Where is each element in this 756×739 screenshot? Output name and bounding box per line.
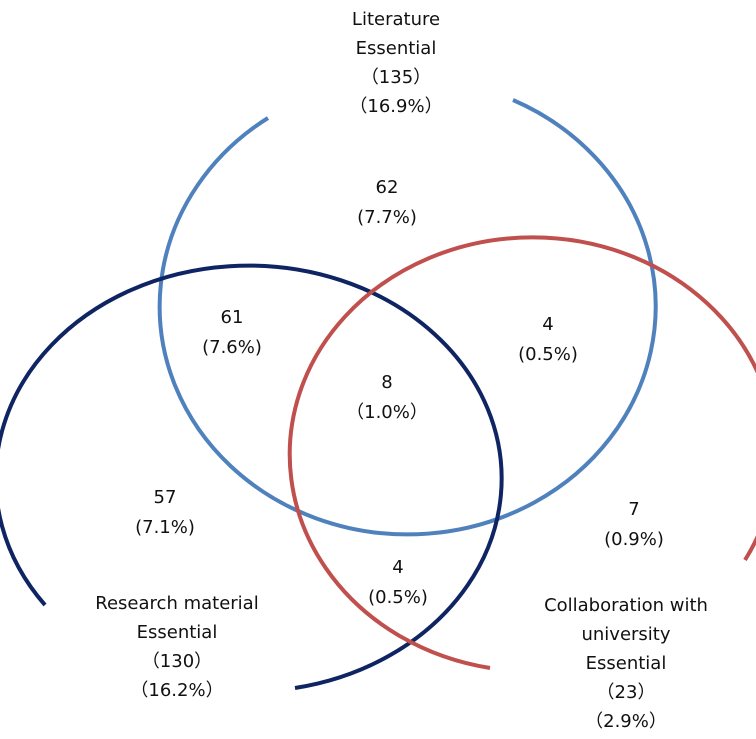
set-label: （16.2%） <box>130 680 223 701</box>
set-label: （135） <box>361 67 431 88</box>
collaboration-circle <box>287 235 756 670</box>
region-percent: (7.6%) <box>202 337 262 358</box>
set-label: Essential <box>586 653 667 674</box>
region-count: 57 <box>154 487 177 508</box>
set-label: university <box>581 624 670 645</box>
set-label: Essential <box>356 38 437 59</box>
region-count: 7 <box>628 499 639 520</box>
region-count: 4 <box>392 557 403 578</box>
literature-circle <box>157 98 658 537</box>
region-percent: （1.0%） <box>346 402 428 423</box>
set-label: （2.9%） <box>585 711 667 732</box>
set-label: Collaboration with <box>544 595 708 616</box>
labels: Literature Essential （135） （16.9%） Research … <box>95 9 708 732</box>
region-count: 62 <box>376 177 399 198</box>
research-circle <box>0 263 504 690</box>
region-count: 61 <box>221 307 244 328</box>
region-percent: (0.9%) <box>604 529 664 550</box>
region-count: 8 <box>381 372 392 393</box>
region-percent: (0.5%) <box>368 587 428 608</box>
set-label: Research material <box>95 593 258 614</box>
region-percent: (0.5%) <box>518 344 578 365</box>
region-percent: (7.7%) <box>357 207 417 228</box>
set-label: （16.9%） <box>349 96 442 117</box>
region-count: 4 <box>542 314 553 335</box>
set-label: Literature <box>352 9 440 30</box>
set-label: （130） <box>142 651 212 672</box>
set-label: （23） <box>597 682 656 703</box>
set-label: Essential <box>137 622 218 643</box>
region-percent: (7.1%) <box>135 517 195 538</box>
